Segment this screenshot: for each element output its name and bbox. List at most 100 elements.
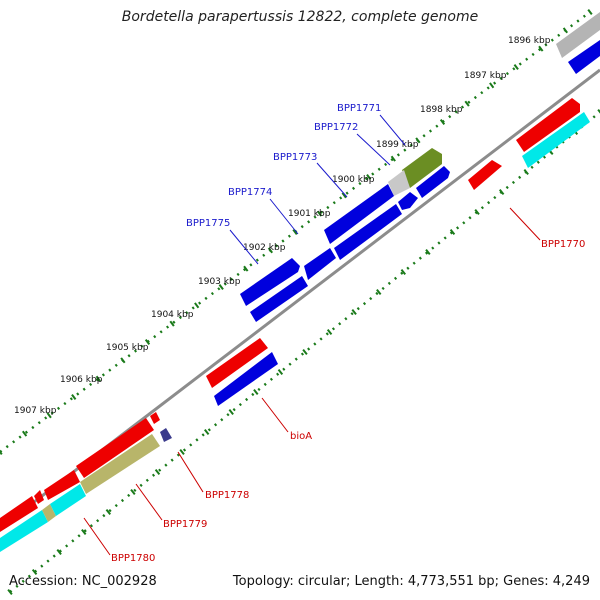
ruler-label: 1906 kbp <box>60 375 103 385</box>
ruler-tick <box>464 100 470 107</box>
ruler-tick <box>351 309 357 315</box>
grey-gene[interactable] <box>556 12 600 58</box>
ruler-label: 1902 kbp <box>243 243 286 253</box>
ruler-tick <box>587 8 593 16</box>
map-title: Bordetella parapertussis 12822, complete… <box>121 9 479 25</box>
ruler-label: 1900 kbp <box>332 175 375 185</box>
ruler-tick <box>81 529 87 535</box>
ruler-tick <box>316 210 323 217</box>
ruler-tick <box>489 82 495 89</box>
gene-label[interactable]: BPP1780 <box>111 553 155 564</box>
red-gene-small-arrow[interactable] <box>150 412 160 424</box>
ruler-tick <box>366 173 372 181</box>
ruler-tick <box>267 247 274 254</box>
gene-BPP1775[interactable] <box>304 248 336 280</box>
khaki-gene-left[interactable] <box>42 504 56 522</box>
ruler-tick <box>218 283 224 291</box>
ruler-tick <box>523 169 529 175</box>
gene-label[interactable]: BPP1775 <box>186 218 230 229</box>
cyan-gene-left-b[interactable] <box>50 484 86 516</box>
ruler-tick <box>228 409 234 415</box>
ruler-tick <box>243 265 249 272</box>
ruler-tick <box>46 412 52 419</box>
gene-label[interactable]: BPP1779 <box>163 519 207 530</box>
gene-BPP1771[interactable] <box>416 166 450 198</box>
ruler-tick <box>292 228 298 236</box>
red-gene-tiny[interactable] <box>34 490 44 504</box>
inner-ruler-ticks <box>7 109 600 595</box>
blue-gene-top[interactable] <box>568 40 600 74</box>
red-gene-bioa[interactable] <box>206 338 268 388</box>
red-gene-large[interactable] <box>76 418 154 478</box>
ruler-tick <box>95 375 101 382</box>
gene-label[interactable]: BPP1771 <box>337 103 381 114</box>
ruler-label: 1897 kbp <box>464 71 507 81</box>
ruler-tick <box>71 393 77 401</box>
ruler-label: 1905 kbp <box>106 343 149 353</box>
ruler-tick <box>474 209 480 215</box>
ruler-label: 1901 kbp <box>288 209 331 219</box>
ruler-tick <box>144 338 151 346</box>
ruler-label: 1898 kbp <box>420 105 463 115</box>
red-gene-left[interactable] <box>0 496 38 532</box>
gene-label[interactable]: bioA <box>290 431 312 442</box>
ruler-tick <box>105 509 112 515</box>
ruler-tick <box>415 137 421 144</box>
gene-BPP1778[interactable] <box>160 428 172 442</box>
ruler-labels: 1896 kbp 1897 kbp 1898 kbp 1899 kbp 1900… <box>14 36 551 416</box>
gene-BPP1773[interactable] <box>324 184 394 244</box>
ruler-tick <box>449 229 456 235</box>
forward-genes <box>240 148 450 322</box>
gene-BPP1772[interactable] <box>398 192 418 210</box>
red-gene-mid[interactable] <box>44 470 80 500</box>
ruler-tick <box>400 269 407 275</box>
gene-label[interactable]: BPP1770 <box>541 239 585 250</box>
ruler-tick <box>562 27 569 34</box>
ruler-tick <box>194 302 200 309</box>
gene-label[interactable]: BPP1778 <box>205 490 249 501</box>
outer-ruler-ticks <box>0 8 593 456</box>
ruler-tick <box>277 369 284 375</box>
ruler-label: 1907 kbp <box>14 406 57 416</box>
label-leader-lines <box>83 114 541 556</box>
topology-summary: Topology: circular; Length: 4,773,551 bp… <box>232 574 590 589</box>
ruler-tick <box>120 357 126 364</box>
ruler-tick <box>597 109 600 114</box>
gene-BPP1774[interactable] <box>334 204 402 260</box>
olive-gene[interactable] <box>402 148 442 188</box>
ruler-tick <box>302 349 308 355</box>
blue-gene-a[interactable] <box>240 258 300 306</box>
ruler-tick <box>0 450 3 456</box>
ruler-tick <box>179 449 185 455</box>
ruler-label: 1899 kbp <box>376 140 419 150</box>
ruler-tick <box>130 489 136 495</box>
gene-label[interactable]: BPP1772 <box>314 122 358 133</box>
ruler-tick <box>513 63 519 71</box>
red-gene-right-a[interactable] <box>516 98 580 152</box>
cyan-gene-right[interactable] <box>522 112 590 168</box>
ruler-tick <box>498 189 505 195</box>
ruler-tick <box>56 549 62 555</box>
gene-bioA[interactable] <box>214 352 278 406</box>
gene-BPP1770[interactable] <box>468 160 502 190</box>
gene-label[interactable]: BPP1774 <box>228 187 272 198</box>
ruler-tick <box>31 569 38 575</box>
gene-BPP1779[interactable] <box>80 434 160 494</box>
ruler-tick <box>21 430 28 437</box>
gene-label[interactable]: BPP1773 <box>273 152 317 163</box>
cyan-gene-left[interactable] <box>0 510 48 552</box>
ruler-label: 1903 kbp <box>198 277 241 287</box>
blue-gene-b[interactable] <box>250 276 308 322</box>
ruler-tick <box>376 289 382 295</box>
ruler-label: 1904 kbp <box>151 310 194 320</box>
ruler-tick <box>538 45 544 52</box>
ruler-tick <box>326 329 333 335</box>
accession-text: Accession: NC_002928 <box>9 574 157 589</box>
grey-small-gene[interactable] <box>388 170 410 196</box>
ruler-tick <box>154 469 161 475</box>
ruler-tick <box>390 155 396 162</box>
ruler-tick <box>253 389 259 395</box>
ruler-label: 1896 kbp <box>508 36 551 46</box>
ruler-tick <box>203 429 210 435</box>
